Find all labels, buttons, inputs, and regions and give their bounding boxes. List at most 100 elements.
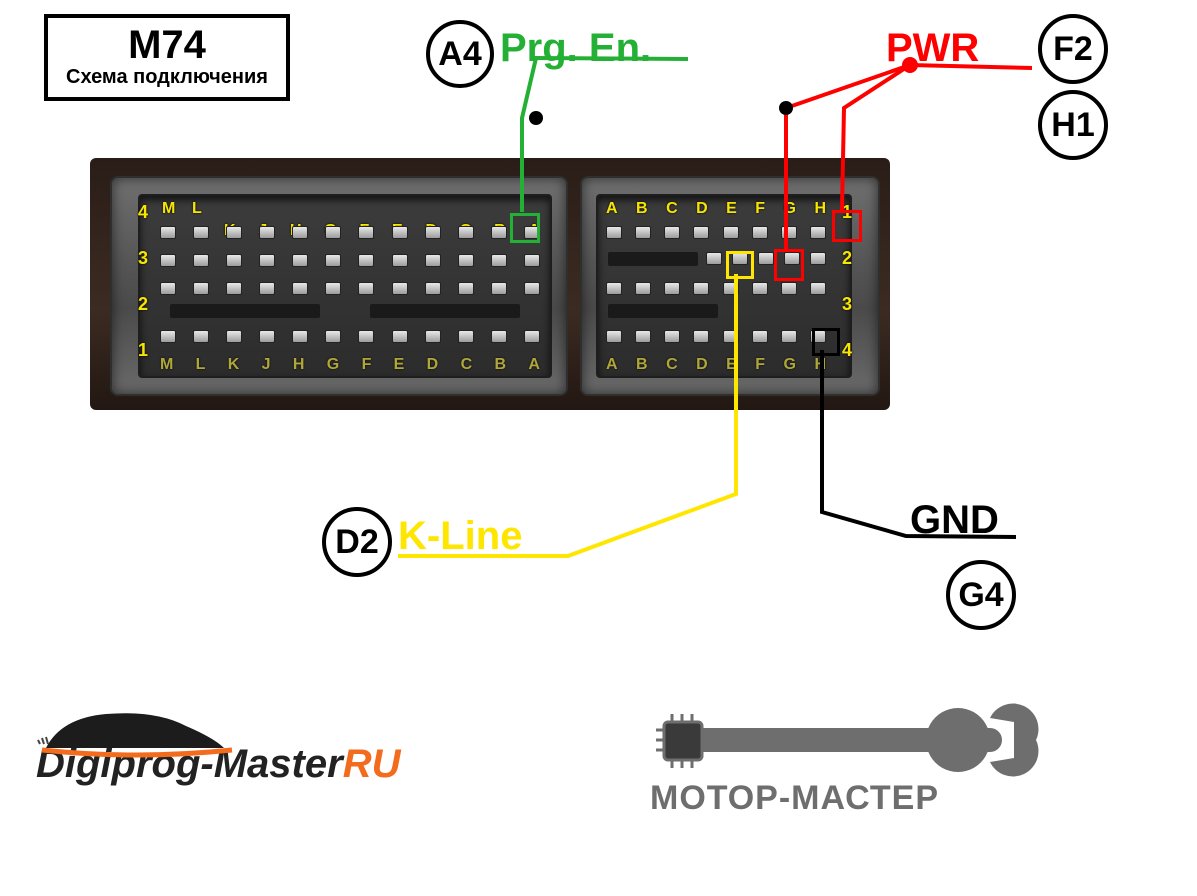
col-letter: H <box>814 200 826 218</box>
connector-pin <box>606 282 622 295</box>
connector-pin <box>781 330 797 343</box>
col-letter: M <box>160 356 173 374</box>
row-num: 2 <box>138 294 148 315</box>
col-letter: J <box>262 356 271 374</box>
connector-pin <box>325 226 341 239</box>
connector-left-housing: 4 3 2 1 M L KJHGFEDCBA MLKJHGFEDCBA <box>110 176 568 396</box>
marker-gnd <box>812 328 840 356</box>
connector-pin <box>781 282 797 295</box>
connector-pin <box>325 254 341 267</box>
connector-pin <box>491 330 507 343</box>
row-num: 3 <box>138 248 148 269</box>
connector-pin <box>723 226 739 239</box>
col-letter: F <box>755 356 765 374</box>
connector-pin <box>425 226 441 239</box>
connector-pin <box>524 282 540 295</box>
pin-code-label: H1 <box>1051 106 1094 145</box>
connector-pin <box>226 226 242 239</box>
connector-pin <box>524 330 540 343</box>
col-letter: K <box>228 356 240 374</box>
title-box: M74 Схема подключения <box>44 14 290 101</box>
row-num: 2 <box>842 248 852 269</box>
title-main: M74 <box>66 24 268 66</box>
marker-pwr-h1 <box>832 210 862 242</box>
pin-code-label: A4 <box>438 35 481 74</box>
col-letter: D <box>427 356 439 374</box>
pin-code-a4: A4 <box>426 20 494 88</box>
connector-pin <box>458 330 474 343</box>
pin-code-label: G4 <box>958 576 1003 615</box>
connector-pin <box>226 282 242 295</box>
connector-pin <box>458 254 474 267</box>
col-letter: B <box>636 356 648 374</box>
connector-pin <box>259 226 275 239</box>
connector-pin <box>292 226 308 239</box>
label-pwr: PWR <box>886 26 979 71</box>
col-letter: G <box>784 200 796 218</box>
connector-pin <box>635 330 651 343</box>
connector-pin <box>664 226 680 239</box>
connector-pin <box>706 252 722 265</box>
connector-pin <box>458 282 474 295</box>
connector-pin <box>491 282 507 295</box>
pin-code-label: D2 <box>335 523 378 562</box>
connector-right-housing: 1 2 3 4 ABCDEFGH ABCDEFGH <box>580 176 880 396</box>
row-num: 1 <box>138 340 148 361</box>
row-num: 4 <box>138 202 148 223</box>
col-letter: E <box>726 200 737 218</box>
connector-pin <box>292 282 308 295</box>
connector-pin <box>693 226 709 239</box>
connector-pin <box>392 226 408 239</box>
connector-pin <box>392 254 408 267</box>
label-prg-en: Prg. En. <box>500 26 651 71</box>
pin-code-f2: F2 <box>1038 14 1108 84</box>
connector-pin <box>392 282 408 295</box>
col-letter: E <box>394 356 405 374</box>
connector-pin <box>292 254 308 267</box>
connector-pin <box>259 330 275 343</box>
col-letter: H <box>293 356 305 374</box>
logo-digiprog: Digiprog-MasterRU <box>36 700 400 787</box>
pin-code-h1: H1 <box>1038 90 1108 160</box>
connector-pin <box>193 282 209 295</box>
connector-pin <box>491 226 507 239</box>
col-letter: C <box>666 200 678 218</box>
car-silhouette-icon <box>36 700 216 746</box>
col-letter: H <box>814 356 826 374</box>
connector-pin <box>358 282 374 295</box>
connector-pin <box>226 330 242 343</box>
marker-prg-en <box>510 213 540 243</box>
col-letter: F <box>362 356 372 374</box>
pin-code-label: F2 <box>1053 30 1093 69</box>
col-letter: C <box>461 356 473 374</box>
connector-pin <box>358 226 374 239</box>
connector-pin <box>325 282 341 295</box>
connector-pin <box>693 282 709 295</box>
connector-pin <box>781 226 797 239</box>
connector-pin <box>425 254 441 267</box>
connector-pin <box>458 226 474 239</box>
col-letter: G <box>327 356 339 374</box>
connector-pin <box>810 252 826 265</box>
connector-pin <box>664 330 680 343</box>
col-letter: L <box>196 356 206 374</box>
connector-pin <box>810 226 826 239</box>
connector-pin <box>693 330 709 343</box>
connector-pin <box>160 254 176 267</box>
title-sub: Схема подключения <box>66 66 268 89</box>
connector-pin <box>292 330 308 343</box>
col-letter: F <box>755 200 765 218</box>
connector-pin <box>524 254 540 267</box>
pin-code-g4: G4 <box>946 560 1016 630</box>
col-letter: B <box>494 356 506 374</box>
connector-pin <box>358 254 374 267</box>
connector-pin <box>635 226 651 239</box>
row-num: 4 <box>842 340 852 361</box>
label-kline: K-Line <box>398 514 522 559</box>
connector-pin <box>226 254 242 267</box>
col-letter: M <box>162 200 175 218</box>
col-letter: D <box>696 356 708 374</box>
pin-code-d2: D2 <box>322 507 392 577</box>
connector-pin <box>723 330 739 343</box>
col-letter: A <box>606 356 618 374</box>
